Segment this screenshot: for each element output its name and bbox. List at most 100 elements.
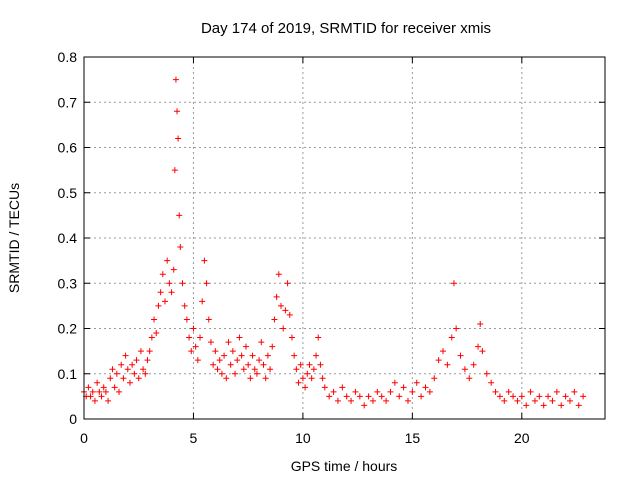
data-point	[166, 280, 173, 287]
data-point	[258, 339, 265, 346]
y-tick-label: 0.8	[58, 49, 78, 65]
data-point	[299, 375, 306, 382]
data-point	[558, 402, 565, 409]
data-point	[113, 370, 120, 377]
data-point	[267, 366, 274, 373]
data-point	[164, 257, 171, 264]
y-axis-label: SRMTID / TECUs	[6, 183, 22, 293]
data-point	[194, 357, 201, 364]
data-point	[321, 384, 328, 391]
data-point	[179, 280, 186, 287]
y-tick-label: 0.6	[58, 140, 78, 156]
data-point	[105, 397, 112, 404]
data-point	[205, 316, 212, 323]
y-tick-label: 0	[69, 411, 77, 427]
data-point	[216, 357, 223, 364]
data-point	[404, 397, 411, 404]
data-point	[475, 343, 482, 350]
data-point	[514, 397, 521, 404]
data-point	[374, 388, 381, 395]
data-point	[207, 339, 214, 346]
data-point	[148, 334, 155, 341]
data-point	[111, 384, 118, 391]
data-point	[326, 393, 333, 400]
data-point	[313, 352, 320, 359]
data-point	[348, 397, 355, 404]
data-point	[361, 402, 368, 409]
data-point	[223, 375, 230, 382]
data-point	[210, 361, 217, 368]
data-point	[295, 379, 302, 386]
data-point	[275, 271, 282, 278]
data-point	[273, 293, 280, 300]
data-point	[135, 375, 142, 382]
data-point	[218, 370, 225, 377]
data-point	[477, 320, 484, 327]
data-point	[466, 375, 473, 382]
data-point	[245, 361, 252, 368]
data-point	[124, 366, 131, 373]
chart-title: Day 174 of 2019, SRMTID for receiver xmi…	[201, 20, 491, 37]
data-point	[155, 302, 162, 309]
x-tick-label: 15	[405, 430, 421, 446]
data-point	[510, 393, 517, 400]
data-point	[91, 397, 98, 404]
data-point	[102, 388, 109, 395]
data-point	[540, 402, 547, 409]
grid	[84, 57, 605, 419]
data-point	[137, 348, 144, 355]
data-point	[229, 348, 236, 355]
data-point	[571, 388, 578, 395]
data-point	[280, 325, 287, 332]
data-point	[157, 289, 164, 296]
data-point	[531, 397, 538, 404]
data-point	[168, 289, 175, 296]
data-point	[330, 388, 337, 395]
data-point	[142, 370, 149, 377]
data-point	[580, 393, 587, 400]
data-point	[545, 393, 552, 400]
data-point	[225, 339, 232, 346]
data-point	[126, 379, 133, 386]
data-point	[129, 361, 136, 368]
data-point	[140, 366, 147, 373]
data-point	[505, 388, 512, 395]
data-point	[197, 334, 204, 341]
data-point	[159, 271, 166, 278]
x-tick-label: 5	[190, 430, 198, 446]
data-point	[172, 76, 179, 83]
data-point	[171, 167, 178, 174]
data-point	[339, 384, 346, 391]
data-point	[122, 352, 129, 359]
axis-ticks: 0 0.1 0.2 0.3 0.4 0.5 0.6 0.7 0.8 0 5 10 15 20	[58, 49, 605, 446]
data-point	[431, 375, 438, 382]
data-point	[214, 366, 221, 373]
data-point	[201, 257, 208, 264]
data-point	[527, 388, 534, 395]
data-point	[133, 357, 140, 364]
data-point	[302, 384, 309, 391]
data-point	[96, 388, 103, 395]
data-point	[391, 379, 398, 386]
y-tick-label: 0.2	[58, 321, 78, 337]
data-point	[247, 375, 254, 382]
data-point	[253, 370, 260, 377]
data-point	[221, 352, 228, 359]
x-axis-label: GPS time / hours	[291, 458, 398, 474]
data-point	[448, 334, 455, 341]
data-point	[450, 280, 457, 287]
data-point	[116, 388, 123, 395]
data-point	[131, 370, 138, 377]
data-point	[177, 244, 184, 251]
data-point	[271, 316, 278, 323]
data-point	[109, 366, 116, 373]
y-tick-label: 0.7	[58, 94, 78, 110]
data-point	[409, 388, 416, 395]
data-point	[264, 352, 271, 359]
data-point	[461, 366, 468, 373]
data-point	[453, 325, 460, 332]
data-point	[440, 348, 447, 355]
data-point	[227, 361, 234, 368]
data-point	[488, 379, 495, 386]
x-tick-label: 0	[80, 430, 88, 446]
